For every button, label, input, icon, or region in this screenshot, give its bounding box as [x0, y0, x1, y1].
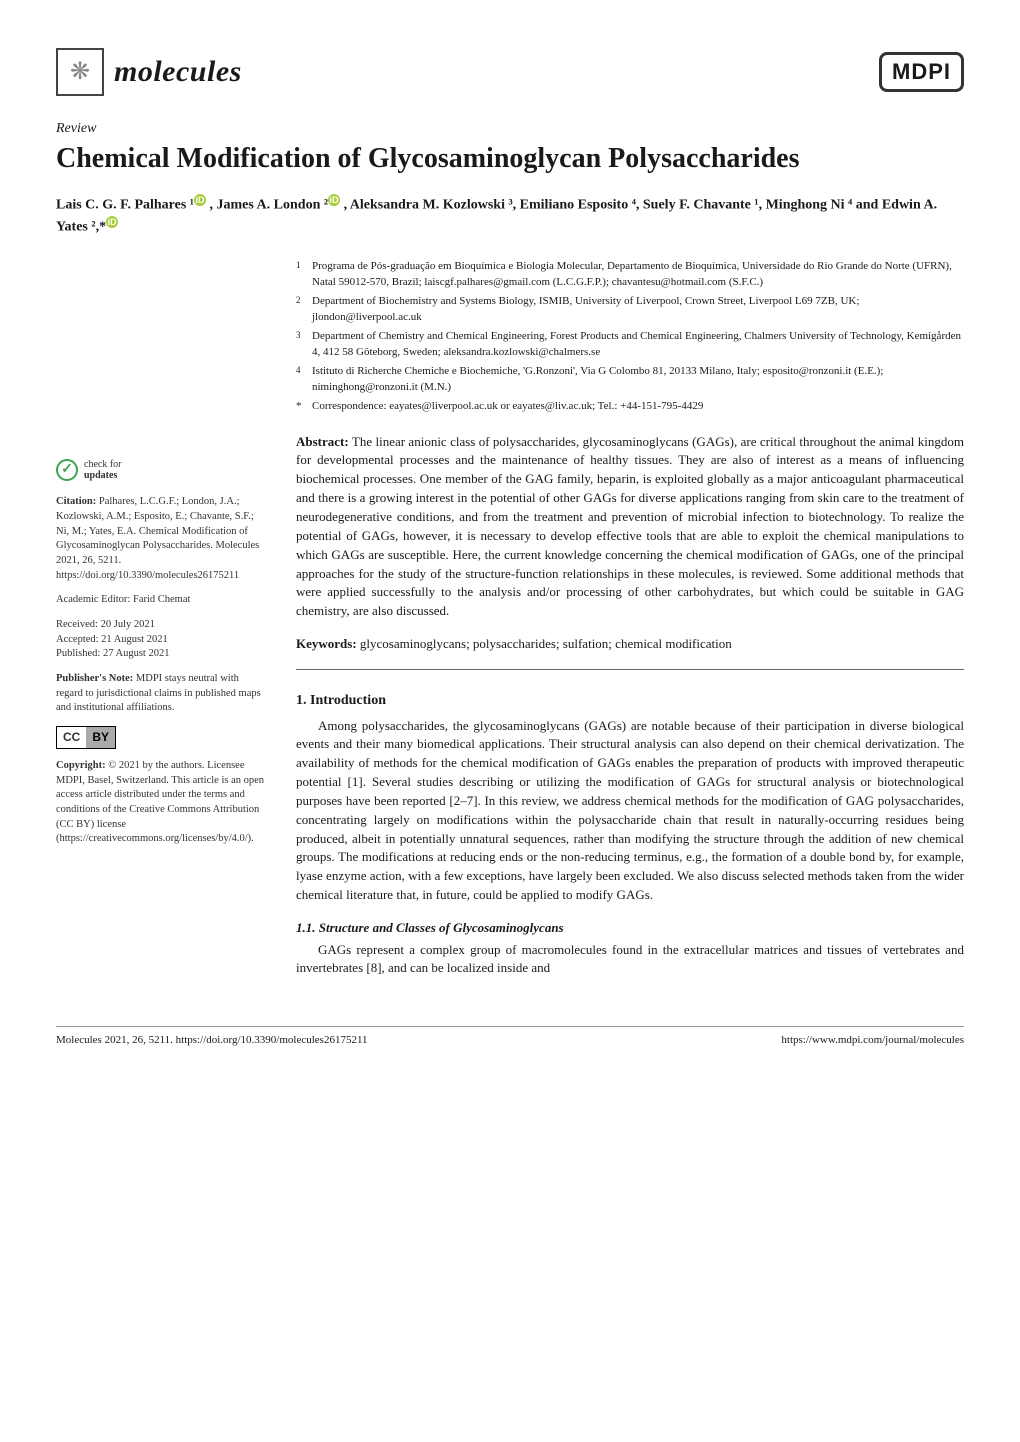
section-divider — [296, 669, 964, 670]
affiliation-item: 2Department of Biochemistry and Systems … — [296, 294, 964, 326]
check-for-updates-badge[interactable]: ✓ check for updates — [56, 459, 266, 481]
journal-glyph-icon: ❋ — [56, 48, 104, 96]
check-for-label: check for — [84, 459, 121, 470]
affiliation-text: Programa de Pós-graduação em Bioquímica … — [312, 259, 964, 291]
check-text: check for updates — [84, 459, 121, 481]
affiliation-text: Department of Biochemistry and Systems B… — [312, 294, 964, 326]
affiliation-item: 3Department of Chemistry and Chemical En… — [296, 329, 964, 361]
academic-editor-label: Academic Editor: — [56, 594, 130, 605]
copyright-text: © 2021 by the authors. Licensee MDPI, Ba… — [56, 760, 264, 844]
affiliation-num: 2 — [296, 294, 312, 326]
affiliation-num: 1 — [296, 259, 312, 291]
abstract-text: The linear anionic class of polysacchari… — [296, 434, 964, 619]
accepted-date: Accepted: 21 August 2021 — [56, 634, 168, 645]
keywords-text: glycosaminoglycans; polysaccharides; sul… — [360, 636, 732, 651]
page-footer: Molecules 2021, 26, 5211. https://doi.or… — [56, 1026, 964, 1048]
orcid-icon[interactable]: iD — [194, 194, 206, 206]
orcid-icon[interactable]: iD — [106, 216, 118, 228]
copyright-label: Copyright: — [56, 760, 106, 771]
keywords-block: Keywords: glycosaminoglycans; polysaccha… — [296, 635, 964, 653]
publishers-note-label: Publisher's Note: — [56, 673, 133, 684]
journal-name: molecules — [114, 52, 242, 93]
affiliation-item: 1Programa de Pós-graduação em Bioquímica… — [296, 259, 964, 291]
dates-block: Received: 20 July 2021 Accepted: 21 Augu… — [56, 618, 266, 662]
footer-right: https://www.mdpi.com/journal/molecules — [781, 1033, 964, 1048]
academic-editor-name: Farid Chemat — [133, 594, 190, 605]
cc-label: CC — [57, 727, 86, 748]
abstract-paragraph: Abstract: The linear anionic class of po… — [296, 433, 964, 621]
orcid-icon[interactable]: iD — [328, 194, 340, 206]
subsection-1-1-paragraph: GAGs represent a complex group of macrom… — [296, 941, 964, 979]
by-label: BY — [86, 727, 115, 748]
updates-label: updates — [84, 470, 117, 481]
affiliation-num: 3 — [296, 329, 312, 361]
cc-by-badge[interactable]: CC BY — [56, 726, 116, 749]
article-title: Chemical Modification of Glycosaminoglyc… — [56, 141, 964, 176]
footer-left: Molecules 2021, 26, 5211. https://doi.or… — [56, 1033, 368, 1048]
publisher-logo: MDPI — [879, 52, 964, 92]
keywords-label: Keywords: — [296, 636, 357, 651]
authors-group-1: Lais C. G. F. Palhares ¹ — [56, 198, 194, 213]
header-row: ❋ molecules MDPI — [56, 48, 964, 96]
publishers-note-block: Publisher's Note: MDPI stays neutral wit… — [56, 672, 266, 716]
citation-text: Palhares, L.C.G.F.; London, J.A.; Kozlow… — [56, 496, 259, 580]
subsection-heading-1-1: 1.1. Structure and Classes of Glycosamin… — [296, 919, 964, 937]
abstract-block: Abstract: The linear anionic class of po… — [296, 433, 964, 653]
affiliations-list: 1Programa de Pós-graduação em Bioquímica… — [296, 259, 964, 414]
abstract-label: Abstract: — [296, 434, 349, 449]
affiliation-num: 4 — [296, 364, 312, 396]
copyright-block: Copyright: © 2021 by the authors. Licens… — [56, 759, 266, 847]
authors-group-2: , James A. London ² — [210, 198, 329, 213]
received-date: Received: 20 July 2021 — [56, 619, 155, 630]
affiliation-item: *Correspondence: eayates@liverpool.ac.uk… — [296, 399, 964, 415]
affiliation-text: Correspondence: eayates@liverpool.ac.uk … — [312, 399, 703, 415]
main-content: 1Programa de Pós-graduação em Bioquímica… — [296, 259, 964, 978]
sidebar: ✓ check for updates Citation: Palhares, … — [56, 259, 266, 978]
introduction-paragraph: Among polysaccharides, the glycosaminogl… — [296, 717, 964, 905]
article-type: Review — [56, 120, 964, 139]
section-heading-introduction: 1. Introduction — [296, 692, 964, 711]
cc-badge-block: CC BY — [56, 726, 266, 749]
citation-label: Citation: — [56, 496, 96, 507]
affiliation-item: 4Istituto di Richerche Chemiche e Bioche… — [296, 364, 964, 396]
check-mark-icon: ✓ — [56, 459, 78, 481]
affiliation-text: Istituto di Richerche Chemiche e Biochem… — [312, 364, 964, 396]
two-column-layout: ✓ check for updates Citation: Palhares, … — [56, 259, 964, 978]
subsection-1-1-body: GAGs represent a complex group of macrom… — [296, 941, 964, 979]
academic-editor: Academic Editor: Farid Chemat — [56, 593, 266, 608]
authors-line: Lais C. G. F. Palhares ¹iD , James A. Lo… — [56, 194, 964, 237]
journal-logo-block: ❋ molecules — [56, 48, 242, 96]
affiliation-num: * — [296, 399, 312, 415]
introduction-body: Among polysaccharides, the glycosaminogl… — [296, 717, 964, 905]
affiliation-text: Department of Chemistry and Chemical Eng… — [312, 329, 964, 361]
citation-block: Citation: Palhares, L.C.G.F.; London, J.… — [56, 495, 266, 583]
published-date: Published: 27 August 2021 — [56, 648, 169, 659]
